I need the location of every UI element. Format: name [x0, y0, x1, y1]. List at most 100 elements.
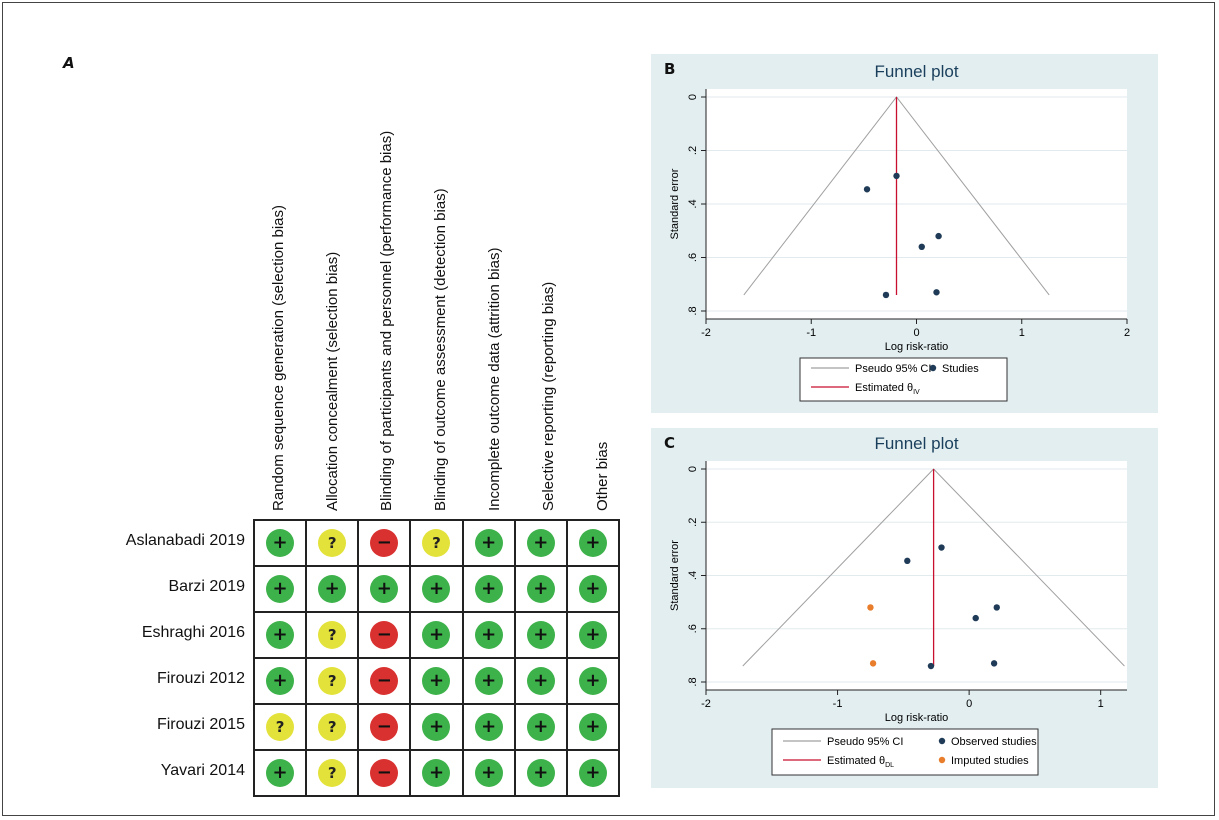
rob-cell: ?	[409, 519, 464, 567]
y-tick-label: 0	[687, 466, 699, 472]
rob-rating-low: +	[422, 621, 451, 649]
study-point	[904, 557, 911, 565]
chart-title: Funnel plot	[874, 434, 958, 453]
rob-cell: +	[513, 749, 568, 797]
legend-ci-text: Pseudo 95% CI	[855, 363, 931, 375]
rob-cell: +	[409, 657, 464, 705]
rob-cell: ?	[252, 703, 308, 751]
study-point	[938, 544, 945, 551]
rob-cell: +	[409, 703, 464, 751]
rob-rating-high: −	[370, 667, 399, 695]
rob-cell: +	[565, 611, 621, 659]
rob-rating-low: +	[578, 529, 607, 557]
study-point	[882, 291, 890, 299]
rob-rating-low: +	[266, 667, 295, 695]
rob-rating-unclear: ?	[318, 667, 347, 695]
x-tick-label: 0	[913, 327, 919, 339]
y-tick-label: .2	[687, 518, 699, 527]
rob-cell: +	[252, 611, 308, 659]
rob-rating-low: +	[422, 713, 451, 741]
rob-cell: ?	[305, 657, 360, 705]
rob-column-header: Allocation concealment (selection bias)	[324, 251, 341, 511]
y-tick-label: .4	[687, 571, 699, 580]
legend-imputed-text: Imputed studies	[951, 755, 1029, 767]
legend-estimate-label: Estimated θDL	[827, 755, 894, 769]
x-tick-label: 1	[1098, 698, 1104, 710]
x-axis-label: Log risk-ratio	[885, 341, 949, 353]
rob-grid: +? −? + + + + + + + + + + +? − + + + + +? − + + + +?? − + + + + +? − + +…	[252, 519, 621, 797]
rob-rating-unclear: ?	[318, 621, 347, 649]
legend-imputed-swatch	[938, 756, 946, 764]
rob-rating-low: +	[578, 713, 607, 741]
rob-rating-high: −	[370, 713, 399, 741]
legend-studies-text: Studies	[942, 363, 979, 375]
legend-box	[799, 357, 1008, 402]
study-point	[863, 186, 871, 193]
y-tick-label: 0	[687, 94, 699, 100]
rob-study-label: Firouzi 2015	[156, 716, 245, 733]
legend-ci-label: Pseudo 95% CI	[855, 363, 931, 375]
rob-column-header: Blinding of participants and personnel (…	[378, 130, 395, 511]
panel-label-c: C	[664, 434, 676, 452]
rob-cell: +	[252, 519, 308, 567]
rob-cell: +	[461, 703, 516, 751]
rob-rating-low: +	[422, 667, 451, 695]
y-tick-label: .6	[687, 624, 699, 633]
rob-rating-low: +	[266, 575, 295, 603]
rob-cell: ?	[305, 703, 360, 751]
study-point	[990, 660, 998, 667]
legend-box	[771, 728, 1039, 776]
rob-cell: +	[252, 565, 308, 613]
rob-rating-low: +	[526, 759, 555, 787]
rob-cell: −	[357, 749, 412, 797]
rob-rating-low: +	[474, 713, 503, 741]
rob-column-header: Blinding of outcome assessment (detectio…	[432, 188, 449, 511]
rob-cell: +	[565, 657, 621, 705]
rob-rating-unclear: ?	[266, 713, 295, 741]
rob-rating-low: +	[474, 667, 503, 695]
rob-column-header: Random sequence generation (selection bi…	[270, 204, 287, 511]
panel-label-b: B	[664, 60, 676, 78]
rob-cell: +	[565, 749, 621, 797]
study-point	[927, 662, 935, 670]
rob-column-header: Selective reporting (reporting bias)	[540, 281, 557, 511]
legend-estimate-subscript: IV	[913, 389, 920, 396]
study-point	[867, 604, 874, 611]
x-axis-label: Log risk-ratio	[885, 712, 949, 724]
funnel-plot-c: C Funnel plot 0 .2 .4 .6 .8 -2 -1 0 1 Log risk-rat…	[651, 428, 1158, 788]
x-tick-label: -1	[833, 698, 843, 710]
rob-rating-low: +	[266, 759, 295, 787]
rob-cell: +	[513, 519, 568, 567]
rob-cell: −	[357, 519, 412, 567]
rob-study-label: Firouzi 2012	[156, 670, 245, 687]
rob-rating-low: +	[526, 621, 555, 649]
rob-rating-high: −	[370, 529, 399, 557]
rob-cell: −	[357, 611, 412, 659]
rob-rating-unclear: ?	[318, 713, 347, 741]
rob-rating-unclear: ?	[318, 759, 347, 787]
study-point	[918, 243, 925, 250]
rob-rating-low: +	[266, 621, 295, 649]
x-tick-label: 2	[1124, 327, 1130, 339]
rob-rating-low: +	[526, 575, 555, 603]
rob-cell: −	[357, 703, 412, 751]
y-tick-label: .8	[687, 677, 699, 686]
study-point	[893, 172, 900, 180]
rob-rating-low: +	[474, 575, 503, 603]
panel-label-a: A	[63, 54, 75, 72]
rob-cell: −	[357, 657, 412, 705]
rob-cell: +	[461, 749, 516, 797]
rob-rating-low: +	[474, 621, 503, 649]
x-tick-label: -2	[701, 698, 711, 710]
rob-rating-low: +	[474, 529, 503, 557]
legend-ci-label: Pseudo 95% CI	[827, 736, 903, 748]
rob-cell: ?	[305, 749, 360, 797]
rob-cell: +	[252, 657, 308, 705]
funnel-plot-b: B Funnel plot 0 .2 .4 .6 .8 -2 -1 0 1 2 Log risk-ra…	[651, 54, 1158, 413]
y-tick-label: .4	[687, 199, 699, 208]
rob-study-label: Yavari 2014	[160, 762, 245, 779]
legend-observed-text: Observed studies	[951, 736, 1037, 748]
rob-study-label: Eshraghi 2016	[141, 624, 245, 641]
rob-rating-low: +	[578, 667, 607, 695]
